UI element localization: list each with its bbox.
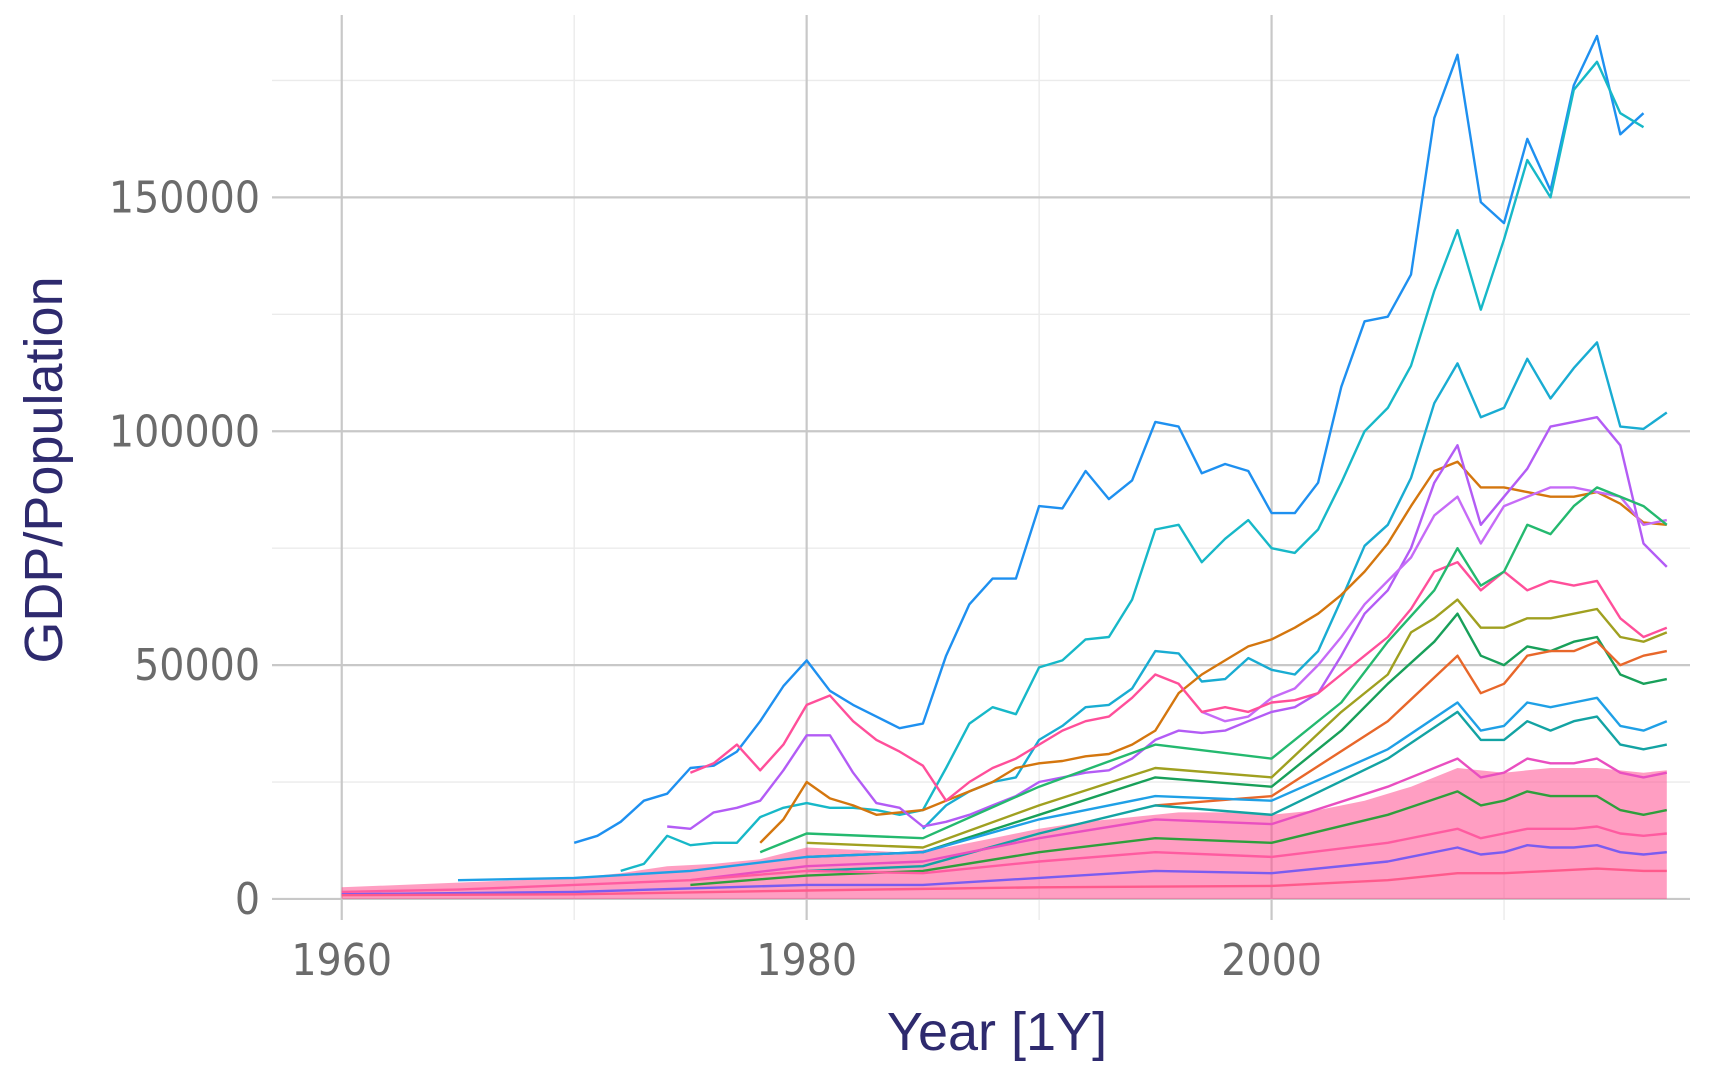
series-line-10 [806,612,1668,859]
y-tick-label: 100000 [109,406,260,457]
series-line-1 [573,34,1645,844]
y-axis-title: GDP/Population [14,276,74,663]
series-line-18 [341,867,1667,897]
series-line-5 [667,416,1668,830]
minor-gridlines [272,15,1690,920]
series-line-16 [341,825,1667,894]
series-line-9 [806,598,1668,849]
x-tick-label: 2000 [1221,935,1322,986]
y-tick-labels: 0 50000 100000 150000 [109,172,260,925]
x-tick-label: 1980 [756,935,857,986]
series-line-12 [806,710,1668,873]
series-line-8 [759,486,1668,854]
series-line-14 [690,757,1668,882]
series-line-7 [689,561,1668,802]
series-line-15 [690,790,1668,887]
series-line-17 [341,844,1667,896]
y-tick-label: 0 [235,874,260,925]
series-line-13 [457,696,1668,882]
y-tick-label: 150000 [109,172,260,223]
series-lines [341,34,1668,897]
series-line-4 [759,460,1667,844]
series-line-11 [1155,640,1668,807]
x-tick-labels: 1960 1980 2000 [291,935,1322,986]
series-line-2 [620,60,1645,873]
y-tick-label: 50000 [134,640,260,691]
x-tick-label: 1960 [291,935,392,986]
x-axis-title: Year [1Y] [887,1002,1107,1062]
series-line-6 [1201,486,1668,723]
series-line-3 [922,341,1668,830]
